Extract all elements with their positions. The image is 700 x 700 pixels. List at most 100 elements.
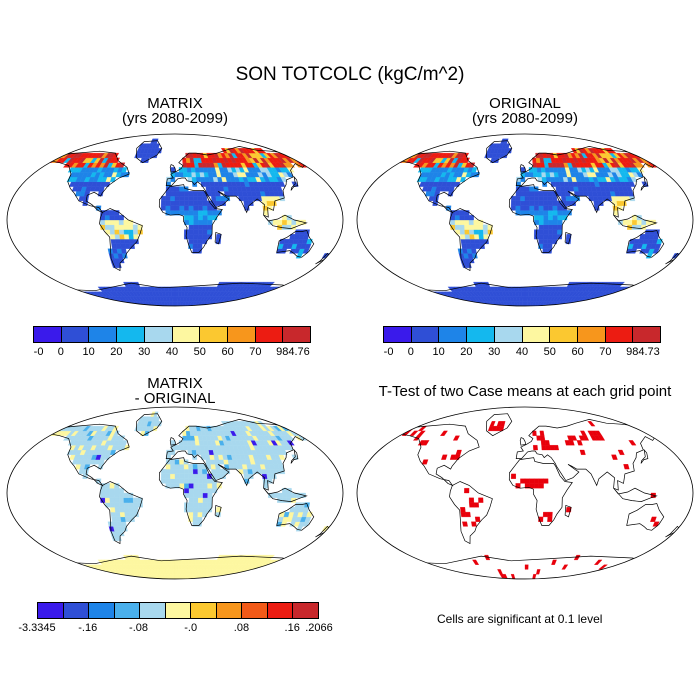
grid-cell [562,210,568,216]
grid-cell [520,478,526,484]
grid-cell [188,473,194,479]
grid-cell [202,224,208,230]
grid-cell [129,238,135,245]
grid-cell [132,224,138,230]
grid-cell [515,200,521,206]
grid-cell [96,574,109,579]
grid-cell [183,172,188,178]
grid-cell [171,559,176,565]
grid-cell [58,291,72,297]
cbar-diff-swatch [89,603,115,618]
grid-cell [214,186,220,192]
grid-cell [547,234,553,240]
grid-cell [197,516,203,522]
grid-cell [207,488,213,494]
grid-cell [464,219,470,225]
grid-cell [174,569,179,575]
grid-cell [73,296,86,302]
grid-cell [460,234,466,240]
grid-cell [120,516,126,522]
grid-cell [286,492,292,498]
cbar-diff-tick-label: .16 [284,622,300,634]
grid-cell [119,502,125,508]
grid-cell [197,478,204,484]
grid-cell [51,286,64,292]
grid-cell [195,449,202,455]
cbar-matrix-swatch [227,327,256,342]
grid-cell [174,559,179,565]
grid-cell [188,478,194,484]
grid-cell [412,291,425,297]
grid-cell [622,296,636,302]
grid-cell [594,301,606,306]
grid-cell [524,301,528,306]
grid-cell [269,291,282,297]
grid-cell [228,301,240,306]
grid-cell [193,234,199,240]
grid-cell [187,172,193,178]
grid-cell [94,574,106,579]
grid-cell [241,574,254,579]
grid-cell [94,301,106,306]
grid-cell [186,440,192,446]
grid-cell [267,569,280,575]
coastline-indonesia [263,487,308,502]
grid-cell [581,301,593,306]
grid-cell [474,238,480,245]
coastline-uk [519,164,527,173]
grid-cell [429,296,442,302]
coastline-indonesia [613,214,658,229]
grid-cell [636,286,649,292]
cbar-original-tick-label: 10 [432,346,445,358]
coastline-japan [640,175,649,191]
grid-cell [423,296,436,302]
map-border [6,406,344,580]
cbar-diff-tick-label: -.0 [184,622,198,634]
grid-cell [114,502,120,508]
grid-cell [188,215,194,221]
grid-cell [165,205,171,211]
grid-cell [174,286,179,292]
grid-cell [99,301,112,306]
grid-cell [91,574,104,579]
grid-cell [282,492,288,498]
grid-cell [184,205,190,211]
grid-cell [179,200,185,206]
map-border [356,406,694,580]
grid-cell [278,564,292,570]
grid-cell [191,445,197,451]
grid-cell [134,554,141,561]
grid-cell [459,219,465,225]
coastline-eurasia [515,419,657,491]
grid-cell [72,564,84,570]
grid-cell [193,224,199,230]
grid-cell [198,219,204,225]
grid-cell [231,574,243,579]
grid-cell [170,473,176,479]
grid-cell [438,301,451,306]
grid-cell [524,186,530,192]
grid-cell [544,440,550,446]
grid-cell [202,473,208,479]
grid-cell [606,301,620,306]
colorbar-matrix [33,326,311,343]
grid-cell [62,291,75,297]
grid-cell [454,224,461,230]
grid-cell [547,243,553,249]
grid-cell [610,296,624,302]
grid-cell [557,215,563,221]
grid-cell [107,301,119,306]
grid-cell [282,219,288,225]
grid-cell [468,497,475,503]
map-ttest [356,406,694,580]
grid-cell [537,172,543,178]
coastline-madagascar [564,231,572,245]
grid-cell [88,296,101,302]
grid-cell [114,229,120,235]
grid-cell [555,186,561,192]
grid-cell [170,205,176,211]
grid-cell [124,234,130,240]
grid-cell [246,301,259,306]
grid-cell [178,445,184,451]
grid-cell [430,301,444,306]
